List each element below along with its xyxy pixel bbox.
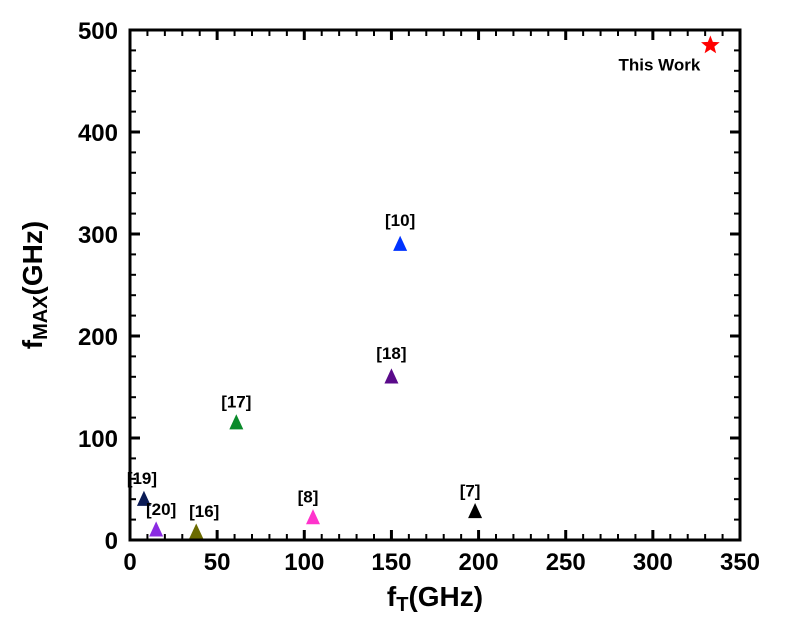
plot-border: [130, 30, 740, 540]
x-tick-label: 150: [371, 549, 411, 576]
point-label: [19]: [127, 469, 157, 488]
y-tick-label: 0: [105, 528, 118, 555]
y-axis-label: fMAX(GHz): [17, 221, 52, 349]
triangle-marker: [229, 414, 243, 429]
triangle-marker: [149, 521, 163, 536]
point-label: [20]: [146, 500, 176, 519]
point-label: [17]: [221, 393, 251, 412]
y-tick-label: 500: [78, 18, 118, 45]
y-tick-label: 100: [78, 426, 118, 453]
point-label: [18]: [376, 344, 406, 363]
scatter-chart: 0 50 100 150 200 250 300 350 0 100 200 300 400 500 fT(…: [0, 0, 803, 636]
x-tick-label: 300: [633, 549, 673, 576]
x-tick-label: 100: [284, 549, 324, 576]
y-tick-label: 400: [78, 120, 118, 147]
triangle-marker: [384, 368, 398, 383]
point-label: [16]: [189, 502, 219, 521]
y-tick-label: 300: [78, 222, 118, 249]
y-tick-label: 200: [78, 324, 118, 351]
x-tick-label: 200: [459, 549, 499, 576]
point-label: [8]: [298, 488, 319, 507]
x-tick-label: 250: [546, 549, 586, 576]
triangle-marker: [468, 503, 482, 518]
chart-svg: 0 50 100 150 200 250 300 350 0 100 200 300 400 500 fT(…: [0, 0, 803, 636]
triangle-marker: [306, 509, 320, 524]
point-label: [7]: [460, 481, 481, 500]
triangle-marker: [189, 523, 203, 538]
point-label: [10]: [385, 211, 415, 230]
x-tick-label: 0: [123, 549, 136, 576]
x-tick-label: 50: [204, 549, 231, 576]
point-label: This Work: [618, 55, 700, 74]
star-marker: [701, 36, 720, 54]
x-tick-label: 350: [720, 549, 760, 576]
x-axis-label: fT(GHz): [387, 581, 483, 616]
triangle-marker: [393, 236, 407, 251]
